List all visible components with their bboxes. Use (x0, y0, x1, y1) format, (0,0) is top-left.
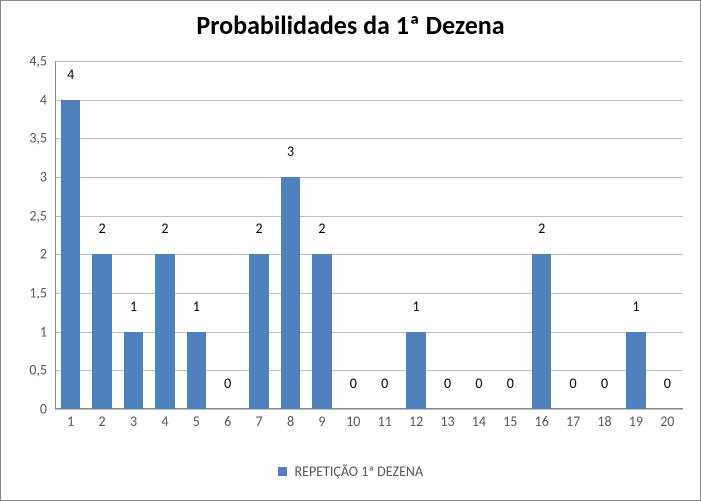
x-tick-label: 10 (338, 413, 369, 430)
bar-slot: 1 (620, 61, 651, 409)
y-tick-label: 2 (1, 246, 47, 263)
plot-area: 42121023200100020010 (55, 61, 683, 409)
bar-data-label: 1 (118, 298, 149, 315)
x-tick-label: 8 (275, 413, 306, 430)
bar (155, 254, 174, 409)
bar-slot: 1 (400, 61, 431, 409)
gridline (55, 409, 683, 410)
bar-data-label: 1 (181, 298, 212, 315)
x-tick-label: 5 (181, 413, 212, 430)
bar-slot: 0 (652, 61, 683, 409)
y-tick-label: 3,5 (1, 130, 47, 147)
x-tick-label: 7 (243, 413, 274, 430)
bar-slot: 0 (589, 61, 620, 409)
y-tick-label: 2,5 (1, 207, 47, 224)
bar-data-label: 0 (652, 375, 683, 392)
x-tick-label: 18 (589, 413, 620, 430)
bar-slot: 0 (495, 61, 526, 409)
bar-slot: 0 (557, 61, 588, 409)
bar-slot: 2 (86, 61, 117, 409)
x-tick-label: 6 (212, 413, 243, 430)
y-tick-label: 4 (1, 91, 47, 108)
bar (281, 177, 300, 409)
bar-slot: 2 (306, 61, 337, 409)
x-tick-label: 20 (652, 413, 683, 430)
x-tick-label: 1 (55, 413, 86, 430)
bar-data-label: 2 (306, 220, 337, 237)
legend: REPETIÇÃO 1ª DEZENA (1, 461, 700, 480)
x-tick-label: 11 (369, 413, 400, 430)
bar-slot: 2 (149, 61, 180, 409)
bar (187, 332, 206, 409)
bar (532, 254, 551, 409)
x-tick-label: 9 (306, 413, 337, 430)
bar-slot: 0 (432, 61, 463, 409)
y-tick-label: 4,5 (1, 53, 47, 70)
bar (92, 254, 111, 409)
chart-title: Probabilidades da 1ª Dezena (1, 9, 700, 41)
bar-slot: 3 (275, 61, 306, 409)
bar (249, 254, 268, 409)
bar-data-label: 0 (557, 375, 588, 392)
y-tick-label: 3 (1, 169, 47, 186)
legend-item: REPETIÇÃO 1ª DEZENA (278, 461, 423, 480)
x-tick-label: 14 (463, 413, 494, 430)
legend-swatch-icon (278, 467, 287, 476)
bar-data-label: 2 (86, 220, 117, 237)
bar-data-label: 2 (243, 220, 274, 237)
x-tick-label: 13 (432, 413, 463, 430)
bar-slot: 0 (369, 61, 400, 409)
y-tick-label: 0 (1, 401, 47, 418)
bar (406, 332, 425, 409)
bar-data-label: 0 (369, 375, 400, 392)
bar-data-label: 0 (432, 375, 463, 392)
bar-slot: 4 (55, 61, 86, 409)
bar (124, 332, 143, 409)
bar-slot: 2 (243, 61, 274, 409)
x-tick-label: 16 (526, 413, 557, 430)
y-tick-label: 1,5 (1, 285, 47, 302)
bar-data-label: 0 (338, 375, 369, 392)
x-tick-label: 12 (400, 413, 431, 430)
x-tick-label: 2 (86, 413, 117, 430)
bar-data-label: 2 (526, 220, 557, 237)
bar-slot: 2 (526, 61, 557, 409)
x-tick-label: 19 (620, 413, 651, 430)
x-tick-label: 15 (495, 413, 526, 430)
y-tick-label: 1 (1, 323, 47, 340)
bar-slot: 0 (338, 61, 369, 409)
bar (312, 254, 331, 409)
x-tick-label: 4 (149, 413, 180, 430)
bar-data-label: 3 (275, 143, 306, 160)
bar-data-label: 4 (55, 66, 86, 83)
chart-frame: Probabilidades da 1ª Dezena 421210232001… (0, 0, 701, 501)
bar-data-label: 2 (149, 220, 180, 237)
bar (626, 332, 645, 409)
bar-data-label: 0 (463, 375, 494, 392)
bar-data-label: 1 (620, 298, 651, 315)
bar-data-label: 1 (400, 298, 431, 315)
bar-slot: 0 (212, 61, 243, 409)
legend-label: REPETIÇÃO 1ª DEZENA (295, 463, 424, 480)
x-tick-label: 17 (557, 413, 588, 430)
bar-data-label: 0 (212, 375, 243, 392)
bar-data-label: 0 (589, 375, 620, 392)
bar-slot: 0 (463, 61, 494, 409)
bar-slot: 1 (181, 61, 212, 409)
bar (61, 100, 80, 409)
x-tick-label: 3 (118, 413, 149, 430)
y-tick-label: 0,5 (1, 362, 47, 379)
bar-data-label: 0 (495, 375, 526, 392)
bar-slot: 1 (118, 61, 149, 409)
